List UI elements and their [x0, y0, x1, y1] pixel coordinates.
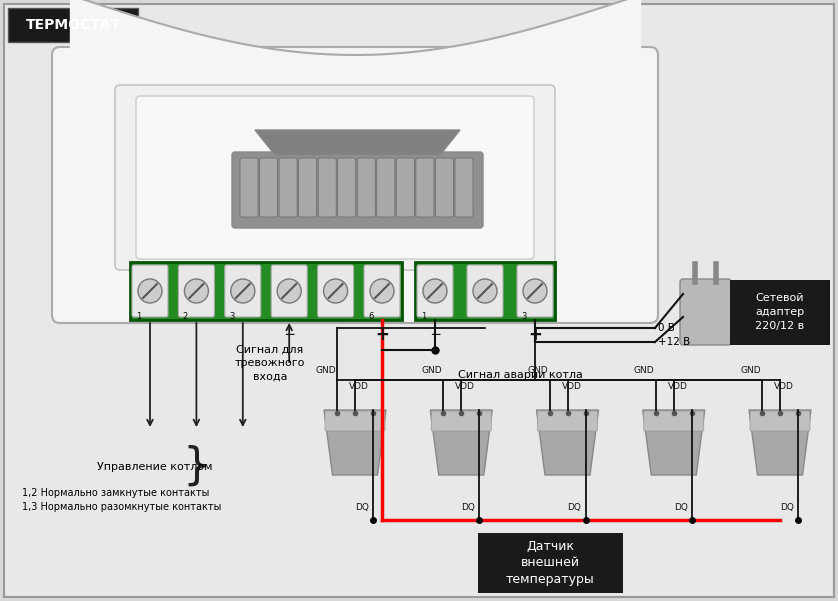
- Text: ТЕРМОСТАТ: ТЕРМОСТАТ: [25, 18, 121, 32]
- Text: Сигнал для
тревожного
входа: Сигнал для тревожного входа: [235, 345, 305, 382]
- FancyBboxPatch shape: [240, 158, 258, 217]
- Text: GND: GND: [527, 366, 548, 375]
- Text: DQ: DQ: [674, 503, 688, 512]
- FancyBboxPatch shape: [325, 411, 385, 431]
- Text: Сетевой
адаптер
220/12 в: Сетевой адаптер 220/12 в: [755, 293, 804, 331]
- FancyBboxPatch shape: [377, 158, 395, 217]
- FancyBboxPatch shape: [130, 262, 402, 320]
- Text: VDD: VDD: [668, 382, 688, 391]
- FancyBboxPatch shape: [467, 265, 503, 317]
- Text: DQ: DQ: [461, 503, 475, 512]
- Text: Сигнал аварии котла: Сигнал аварии котла: [458, 370, 582, 380]
- Text: 2: 2: [183, 312, 188, 321]
- FancyBboxPatch shape: [318, 158, 336, 217]
- FancyBboxPatch shape: [279, 158, 297, 217]
- Circle shape: [230, 279, 255, 303]
- FancyBboxPatch shape: [260, 158, 277, 217]
- Text: GND: GND: [740, 366, 761, 375]
- Text: VDD: VDD: [455, 382, 475, 391]
- Text: VDD: VDD: [561, 382, 582, 391]
- FancyBboxPatch shape: [730, 280, 830, 345]
- FancyBboxPatch shape: [416, 158, 434, 217]
- Text: ─: ─: [431, 328, 439, 342]
- Text: DQ: DQ: [355, 503, 369, 512]
- FancyBboxPatch shape: [750, 411, 810, 431]
- Text: 1,2 Нормально замкнутые контакты
1,3 Нормально разомкнутые контакты: 1,2 Нормально замкнутые контакты 1,3 Нор…: [22, 488, 221, 512]
- FancyBboxPatch shape: [455, 158, 473, 217]
- FancyBboxPatch shape: [644, 411, 704, 431]
- Polygon shape: [749, 410, 811, 475]
- Text: 3: 3: [521, 312, 526, 321]
- Text: VDD: VDD: [349, 382, 369, 391]
- Circle shape: [370, 279, 394, 303]
- Text: VDD: VDD: [774, 382, 794, 391]
- Text: 1: 1: [421, 312, 427, 321]
- Text: Датчик
внешней
температуры: Датчик внешней температуры: [505, 540, 594, 587]
- FancyBboxPatch shape: [225, 265, 261, 317]
- FancyBboxPatch shape: [272, 265, 308, 317]
- FancyBboxPatch shape: [364, 265, 400, 317]
- Text: 3: 3: [229, 312, 234, 321]
- Text: 1: 1: [136, 312, 142, 321]
- FancyBboxPatch shape: [132, 265, 168, 317]
- Circle shape: [277, 279, 301, 303]
- FancyBboxPatch shape: [436, 158, 453, 217]
- Text: +12 В: +12 В: [658, 337, 691, 347]
- Text: +: +: [375, 326, 389, 344]
- FancyBboxPatch shape: [115, 85, 555, 270]
- FancyBboxPatch shape: [432, 411, 491, 431]
- Text: DQ: DQ: [780, 503, 794, 512]
- Polygon shape: [430, 410, 492, 475]
- FancyBboxPatch shape: [537, 411, 597, 431]
- FancyBboxPatch shape: [396, 158, 414, 217]
- Circle shape: [423, 279, 447, 303]
- Circle shape: [184, 279, 209, 303]
- Text: 0 В: 0 В: [658, 323, 675, 333]
- FancyBboxPatch shape: [357, 158, 375, 217]
- Polygon shape: [255, 130, 460, 155]
- Polygon shape: [536, 410, 598, 475]
- FancyBboxPatch shape: [415, 262, 555, 320]
- Polygon shape: [643, 410, 705, 475]
- Circle shape: [473, 279, 497, 303]
- Polygon shape: [324, 410, 386, 475]
- Text: 6: 6: [368, 312, 374, 321]
- Circle shape: [323, 279, 348, 303]
- Text: GND: GND: [315, 366, 336, 375]
- Text: GND: GND: [634, 366, 654, 375]
- FancyBboxPatch shape: [318, 265, 354, 317]
- FancyBboxPatch shape: [478, 533, 623, 593]
- FancyBboxPatch shape: [417, 265, 453, 317]
- FancyBboxPatch shape: [136, 96, 534, 259]
- Circle shape: [523, 279, 547, 303]
- FancyBboxPatch shape: [52, 47, 658, 323]
- Text: GND: GND: [422, 366, 442, 375]
- Text: +: +: [528, 326, 542, 344]
- FancyBboxPatch shape: [680, 279, 731, 345]
- Text: DQ: DQ: [567, 503, 582, 512]
- Text: ─: ─: [285, 328, 293, 342]
- Text: }: }: [182, 445, 210, 488]
- FancyBboxPatch shape: [232, 152, 483, 228]
- FancyBboxPatch shape: [298, 158, 317, 217]
- FancyBboxPatch shape: [178, 265, 215, 317]
- Bar: [8, 8, 138, 42]
- Circle shape: [138, 279, 162, 303]
- Text: Управление котлом: Управление котлом: [97, 462, 213, 472]
- FancyBboxPatch shape: [517, 265, 553, 317]
- FancyBboxPatch shape: [338, 158, 355, 217]
